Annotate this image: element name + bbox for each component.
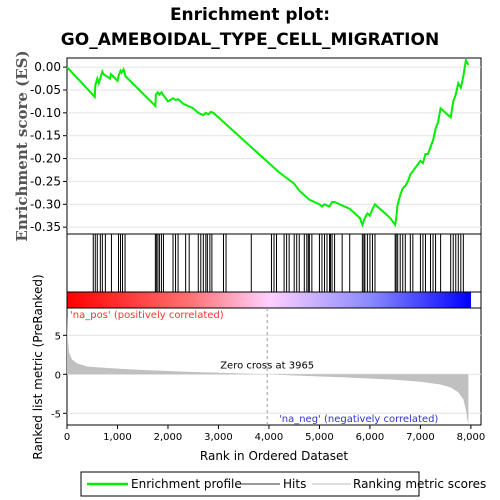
es-y-axis-label: Enrichment score (ES) bbox=[13, 50, 31, 241]
es-panel: 0.00-0.05-0.10-0.15-0.20-0.25-0.30-0.35 … bbox=[13, 50, 482, 242]
hits-panel bbox=[66, 233, 482, 293]
es-tick-label: -0.05 bbox=[30, 83, 61, 97]
es-tick-label: -0.15 bbox=[30, 129, 61, 143]
es-tick-label: 0.00 bbox=[34, 60, 61, 74]
legend: Enrichment profile Hits Ranking metric s… bbox=[80, 471, 486, 497]
metric-tick-label: 5 bbox=[55, 331, 61, 342]
hit-lines bbox=[92, 234, 464, 292]
x-tick-label: 5,000 bbox=[305, 432, 334, 443]
es-tick-label: -0.20 bbox=[30, 152, 61, 166]
x-tick-label: 1,000 bbox=[103, 432, 132, 443]
x-tick-label: 3,000 bbox=[204, 432, 233, 443]
es-y-axis-ticks: 0.00 -0.05 -0.10 -0.15 -0.20 -0.25 -0.30 -0.35 bbox=[30, 60, 67, 234]
es-tick-label: -0.10 bbox=[30, 106, 61, 120]
negative-correlation-label: 'na_neg' (negatively correlated) bbox=[279, 414, 438, 425]
metric-y-axis-ticks: 5 0 -5 bbox=[51, 331, 67, 420]
metric-tick-label: -5 bbox=[51, 409, 61, 420]
legend-label-metric: Ranking metric scores bbox=[353, 477, 486, 491]
positive-correlation-label: 'na_pos' (positively correlated) bbox=[70, 310, 224, 321]
rank-colorbar bbox=[66, 291, 482, 309]
metric-tick-label: 0 bbox=[55, 370, 61, 381]
title-line-1: Enrichment plot: bbox=[170, 5, 330, 25]
legend-label-enrichment: Enrichment profile bbox=[131, 477, 242, 491]
rank-gradient-bar bbox=[67, 292, 471, 308]
enrichment-profile-line bbox=[66, 57, 470, 228]
x-tick-label: 8,000 bbox=[457, 432, 486, 443]
zero-cross-label: Zero cross at 3965 bbox=[220, 360, 314, 371]
es-tick-label: -0.25 bbox=[30, 174, 61, 188]
title-line-2: GO_AMEBOIDAL_TYPE_CELL_MIGRATION bbox=[61, 30, 439, 50]
es-gridlines bbox=[67, 66, 481, 228]
metric-x-axis-ticks: 0 1,000 2,000 3,000 4,000 5,000 6,000 7,000 8,00… bbox=[64, 425, 485, 443]
metric-panel: Zero cross at 3965 'na_pos' (positively … bbox=[31, 274, 485, 463]
x-tick-label: 6,000 bbox=[356, 432, 385, 443]
x-tick-label: 0 bbox=[64, 432, 70, 443]
metric-plot-frame bbox=[66, 307, 482, 426]
x-tick-label: 4,000 bbox=[255, 432, 284, 443]
x-axis-label: Rank in Ordered Dataset bbox=[200, 449, 348, 463]
x-tick-label: 2,000 bbox=[154, 432, 183, 443]
es-tick-label: -0.30 bbox=[30, 197, 61, 211]
es-plot-frame bbox=[66, 57, 482, 235]
legend-label-hits: Hits bbox=[283, 477, 306, 491]
x-tick-label: 7,000 bbox=[406, 432, 435, 443]
metric-y-axis-label: Ranked list metric (PreRanked) bbox=[31, 274, 45, 459]
es-tick-label: -0.35 bbox=[30, 220, 61, 234]
